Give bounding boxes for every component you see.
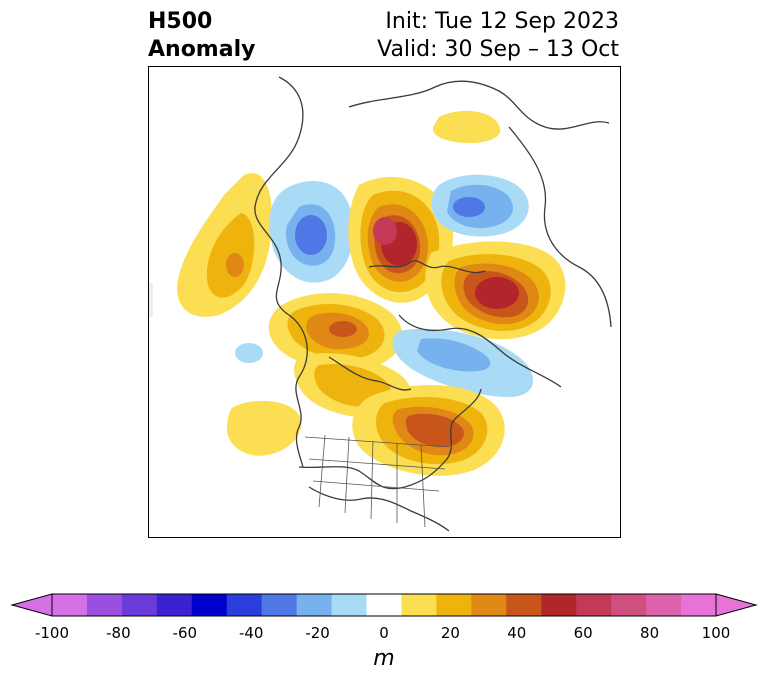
anomaly-north-pacific xyxy=(177,173,272,317)
anomaly-east-canada-positive xyxy=(352,384,505,476)
colorbar-swatch xyxy=(541,594,577,616)
anomaly-europe-negative xyxy=(431,174,529,237)
colorbar-swatch xyxy=(576,594,612,616)
colorbar-swatch xyxy=(121,594,158,616)
colorbar-tick-label: 80 xyxy=(640,624,660,642)
colorbar-tick-label: 20 xyxy=(440,624,460,642)
colorbar-extend-high xyxy=(715,593,758,617)
colorbar-tick-label: -100 xyxy=(34,624,70,642)
anomaly-scandinavia-positive xyxy=(432,110,501,143)
colorbar-swatch xyxy=(401,594,437,616)
colorbar-swatch xyxy=(226,594,263,616)
colorbar-swatch xyxy=(86,594,123,616)
title-line-2: Anomaly xyxy=(148,37,256,62)
anomaly-northern-europe-positive xyxy=(425,241,566,340)
colorbar-tick-label: 0 xyxy=(379,624,389,642)
coastlines xyxy=(254,76,612,532)
anomaly-east-pacific-positive xyxy=(227,400,302,456)
colorbar-tick-label: -60 xyxy=(172,624,198,642)
colorbar-tick-label: -20 xyxy=(305,624,330,642)
colorbar-tick-label: -40 xyxy=(238,624,264,642)
colorbar-swatch xyxy=(156,594,193,616)
map-title: H500 Anomaly xyxy=(148,8,255,64)
colorbar-swatch xyxy=(611,594,647,616)
colorbar-tick-label: 100 xyxy=(701,624,731,642)
colorbar-swatch xyxy=(471,594,507,616)
colorbar-swatch xyxy=(436,594,472,616)
colorbar-swatch xyxy=(331,594,368,616)
colorbar-swatch xyxy=(261,594,298,616)
anomaly-small-negative xyxy=(235,343,263,363)
colorbar-extend-low xyxy=(10,593,53,617)
colorbar xyxy=(10,590,758,626)
colorbar-tick-label: 40 xyxy=(507,624,527,642)
date-info: Init: Tue 12 Sep 2023 Valid: 30 Sep – 13… xyxy=(377,8,619,64)
colorbar-swatch xyxy=(646,594,682,616)
init-date: Init: Tue 12 Sep 2023 xyxy=(385,9,619,34)
colorbar-tick-label: 60 xyxy=(573,624,593,642)
colorbar-unit: m xyxy=(373,646,395,671)
colorbar-swatch xyxy=(191,594,228,616)
anomaly-baffin-negative xyxy=(392,328,534,397)
colorbar-swatch xyxy=(506,594,542,616)
valid-range: Valid: 30 Sep – 13 Oct xyxy=(377,37,619,62)
title-line-1: H500 xyxy=(148,9,213,34)
anomaly-map xyxy=(148,66,621,538)
colorbar-swatch xyxy=(52,594,88,616)
anomaly-alaska-positive xyxy=(268,293,403,372)
colorbar-swatch xyxy=(366,594,402,616)
colorbar-swatch xyxy=(681,594,717,616)
colorbar-tick-label: -80 xyxy=(106,624,131,642)
anomaly-west-siberia-negative xyxy=(269,181,354,283)
us-state-borders xyxy=(304,434,450,528)
colorbar-swatch xyxy=(296,594,333,616)
